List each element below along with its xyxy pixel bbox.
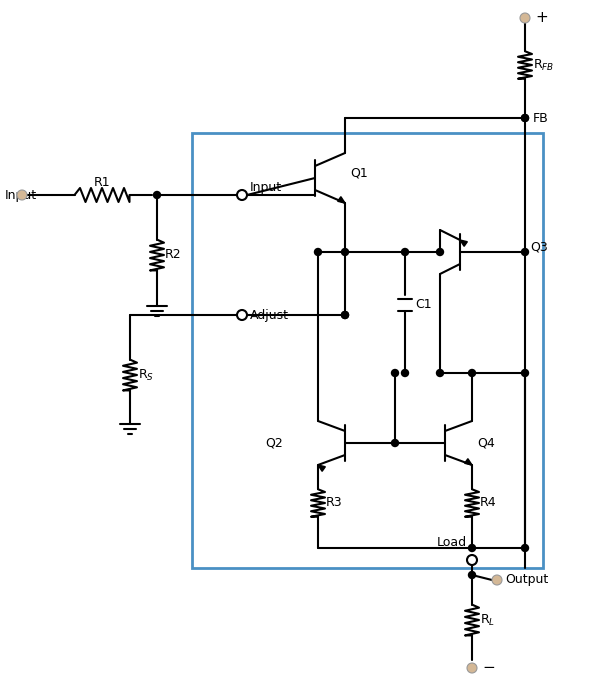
Polygon shape [464,459,472,465]
Circle shape [469,571,476,579]
Circle shape [521,114,529,122]
Circle shape [154,192,161,199]
Circle shape [467,663,477,673]
Circle shape [392,369,398,377]
Circle shape [467,555,477,565]
Text: R$_{FB}$: R$_{FB}$ [533,57,554,73]
Text: Q3: Q3 [530,241,548,254]
Circle shape [314,248,322,256]
Circle shape [469,545,476,551]
Circle shape [520,13,530,23]
Text: R1: R1 [94,175,110,188]
Text: Q1: Q1 [350,167,368,180]
Text: C1: C1 [415,299,431,311]
Circle shape [341,248,349,256]
Text: Input: Input [5,188,37,201]
Polygon shape [338,197,345,203]
Circle shape [237,190,247,200]
Circle shape [237,310,247,320]
Text: Q2: Q2 [265,437,283,449]
Circle shape [401,248,409,256]
Circle shape [17,190,27,200]
Text: R2: R2 [165,248,182,262]
Text: Adjust: Adjust [250,309,289,322]
Circle shape [521,545,529,551]
Polygon shape [318,465,325,471]
Text: Load: Load [437,537,467,549]
Circle shape [521,369,529,377]
Text: R$_S$: R$_S$ [138,367,154,383]
Polygon shape [460,240,467,246]
Text: −: − [482,660,495,675]
Text: +: + [535,10,548,25]
Bar [192,133,543,568]
Text: R$_L$: R$_L$ [480,613,495,628]
Text: FB: FB [533,112,549,124]
Circle shape [341,311,349,318]
Text: Q4: Q4 [477,437,495,449]
Text: R3: R3 [326,496,343,509]
Circle shape [521,248,529,256]
Text: R4: R4 [480,496,497,509]
Circle shape [492,575,502,585]
Circle shape [521,114,529,122]
Text: Output: Output [505,573,548,586]
Circle shape [469,369,476,377]
Circle shape [437,369,443,377]
Circle shape [392,439,398,447]
Circle shape [437,248,443,256]
Circle shape [401,369,409,377]
Text: Input: Input [250,180,282,194]
Circle shape [341,311,349,318]
